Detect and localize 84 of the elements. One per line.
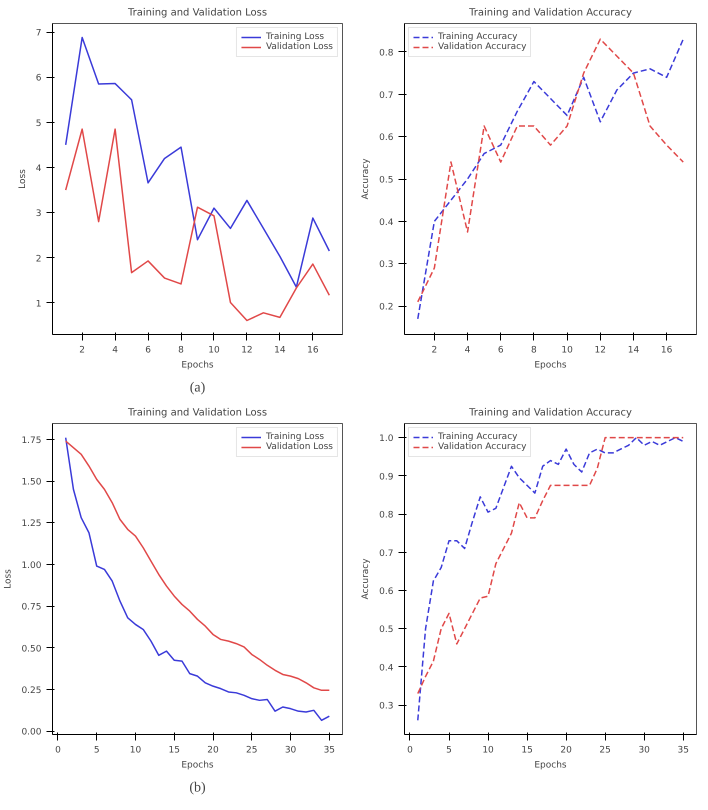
y-tick-label: 1.75	[21, 436, 42, 446]
x-axis-title: Epochs	[534, 760, 567, 770]
x-tick-label: 8	[178, 346, 184, 356]
y-axis-title: Accuracy	[361, 158, 372, 200]
chart-title: Training and Validation Loss	[126, 8, 268, 18]
y-tick-label: 7	[36, 28, 42, 39]
x-tick-label: 12	[241, 346, 253, 356]
x-axis-title: Epochs	[534, 360, 567, 370]
x-tick-label: 12	[594, 346, 606, 356]
y-tick-label: 1	[36, 299, 42, 310]
x-tick-label: 0	[407, 746, 414, 756]
y-tick-label: 0.5	[379, 625, 394, 636]
x-tick-label: 0	[55, 746, 62, 756]
x-tick-label: 20	[207, 746, 220, 756]
y-axis-title: Loss	[3, 568, 14, 589]
y-tick-label: 6	[36, 74, 42, 84]
x-tick-label: 15	[521, 746, 533, 756]
y-tick-label: 0.2	[379, 302, 394, 313]
y-tick-label: 0.8	[379, 48, 394, 58]
y-tick-label: 3	[36, 209, 42, 220]
x-tick-label: 15	[168, 746, 180, 756]
legend-label: Validation Loss	[266, 42, 333, 52]
y-tick-label: 0.4	[379, 218, 394, 228]
text: (a)	[190, 380, 206, 396]
x-tick-label: 35	[324, 746, 336, 756]
y-tick-label: 1.50	[21, 478, 42, 488]
x-tick-label: 30	[638, 746, 650, 756]
chart-title: Training and Validation Loss	[126, 408, 268, 418]
y-tick-label: 0.3	[379, 260, 394, 270]
y-tick-label: 0.7	[379, 90, 394, 101]
y-tick-label: 0.4	[379, 663, 394, 674]
chart-title: Training and Validation Accuracy	[468, 8, 632, 18]
x-tick-label: 14	[274, 346, 286, 356]
y-tick-label: 0.7	[379, 548, 394, 559]
x-axis-title: Epochs	[181, 760, 214, 770]
x-tick-label: 5	[446, 746, 452, 756]
y-tick-label: 1.25	[21, 519, 42, 530]
y-tick-label: 0.00	[21, 728, 42, 738]
text: (b)	[189, 780, 206, 796]
x-tick-label: 6	[498, 346, 504, 356]
y-tick-label: 0.6	[379, 586, 394, 597]
legend-label: Validation Accuracy	[438, 42, 526, 52]
y-tick-label: 0.9	[379, 472, 394, 482]
legend-label: Training Accuracy	[438, 32, 518, 42]
x-tick-label: 8	[531, 346, 538, 356]
x-tick-label: 16	[660, 346, 673, 356]
x-tick-label: 2	[79, 346, 86, 356]
x-tick-label: 14	[628, 346, 640, 356]
y-tick-label: 1.00	[21, 560, 42, 571]
y-tick-label: 1.0	[379, 434, 394, 444]
y-tick-label: 0.75	[21, 602, 42, 613]
legend-label: Training Accuracy	[438, 432, 518, 442]
legend-label: Validation Accuracy	[438, 442, 526, 452]
x-tick-label: 10	[130, 746, 142, 756]
x-tick-label: 10	[208, 346, 220, 356]
x-tick-label: 4	[112, 346, 118, 356]
legend-label: Validation Loss	[266, 442, 333, 452]
y-tick-label: 0.5	[379, 176, 394, 186]
x-tick-label: 20	[560, 746, 572, 756]
y-axis-title: Accuracy	[361, 558, 372, 600]
x-tick-label: 25	[246, 746, 258, 756]
x-tick-label: 10	[561, 346, 574, 356]
y-tick-label: 0.6	[379, 133, 394, 144]
y-tick-label: 4	[36, 164, 42, 174]
x-tick-label: 4	[464, 346, 471, 356]
y-tick-label: 0.8	[379, 510, 394, 521]
x-tick-label: 25	[599, 746, 611, 756]
x-tick-label: 2	[432, 346, 438, 356]
x-tick-label: 35	[678, 746, 689, 756]
x-axis-title: Epochs	[181, 360, 214, 370]
y-tick-label: 5	[36, 118, 42, 129]
x-tick-label: 10	[482, 746, 494, 756]
y-tick-label: 2	[36, 254, 42, 264]
legend-label: Training Loss	[266, 432, 324, 442]
x-tick-label: 5	[94, 746, 100, 756]
legend-label: Training Loss	[266, 32, 324, 42]
x-tick-label: 16	[307, 346, 319, 356]
y-tick-label: 0.25	[21, 686, 42, 696]
chart-title: Training and Validation Accuracy	[468, 408, 632, 418]
y-tick-label: 0.3	[379, 702, 394, 712]
y-axis-title: Loss	[18, 168, 28, 189]
y-tick-label: 0.50	[21, 644, 42, 654]
x-tick-label: 30	[284, 746, 297, 756]
x-tick-label: 6	[145, 346, 152, 356]
